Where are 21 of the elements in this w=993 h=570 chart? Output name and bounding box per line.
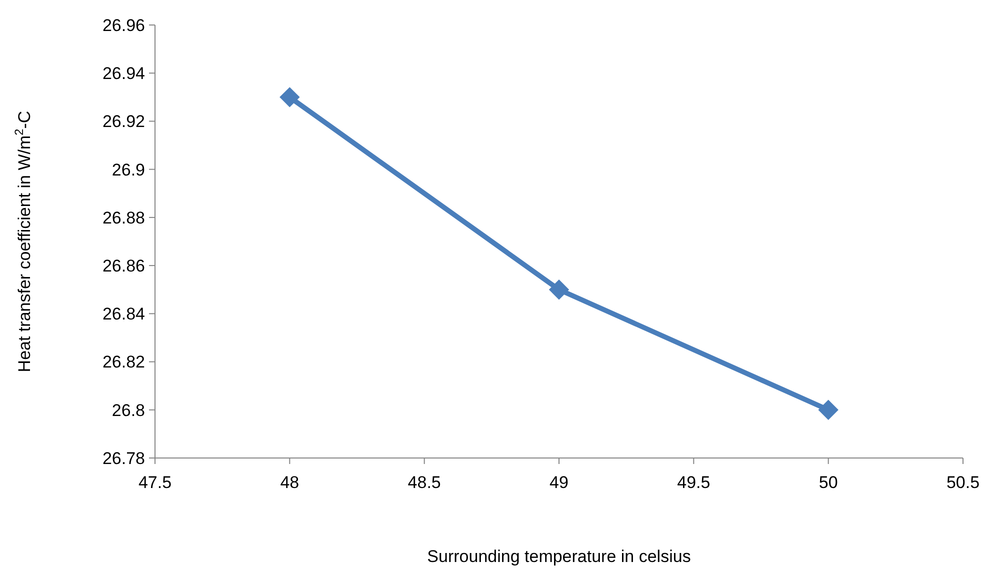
x-axis-title: Surrounding temperature in celsius: [427, 547, 691, 566]
y-tick-label: 26.96: [102, 16, 145, 35]
y-tick-label: 26.84: [102, 304, 145, 324]
y-tick-label: 26.92: [102, 112, 145, 132]
x-tick-label: 50.5: [946, 473, 980, 492]
x-tick-label: 48: [280, 473, 300, 492]
y-tick-label: 26.94: [102, 64, 145, 84]
y-tick-label: 26.82: [102, 352, 145, 372]
x-tick-label: 50: [818, 473, 838, 492]
point: [818, 400, 838, 420]
y-tick-label: 26.8: [112, 400, 145, 420]
x-tick-label: 49.5: [677, 473, 710, 492]
x-tick-label: 48.5: [408, 473, 441, 492]
x-tick-label: 49: [550, 473, 568, 492]
y-tick-label: 26.88: [102, 208, 145, 228]
x-tick-label: 47.5: [138, 473, 172, 492]
y-tick-label: 26.9: [112, 160, 145, 180]
y-tick-label: 26.86: [102, 256, 145, 276]
point: [280, 87, 300, 108]
y-tick-label: 26.78: [102, 448, 145, 468]
point: [548, 280, 570, 300]
